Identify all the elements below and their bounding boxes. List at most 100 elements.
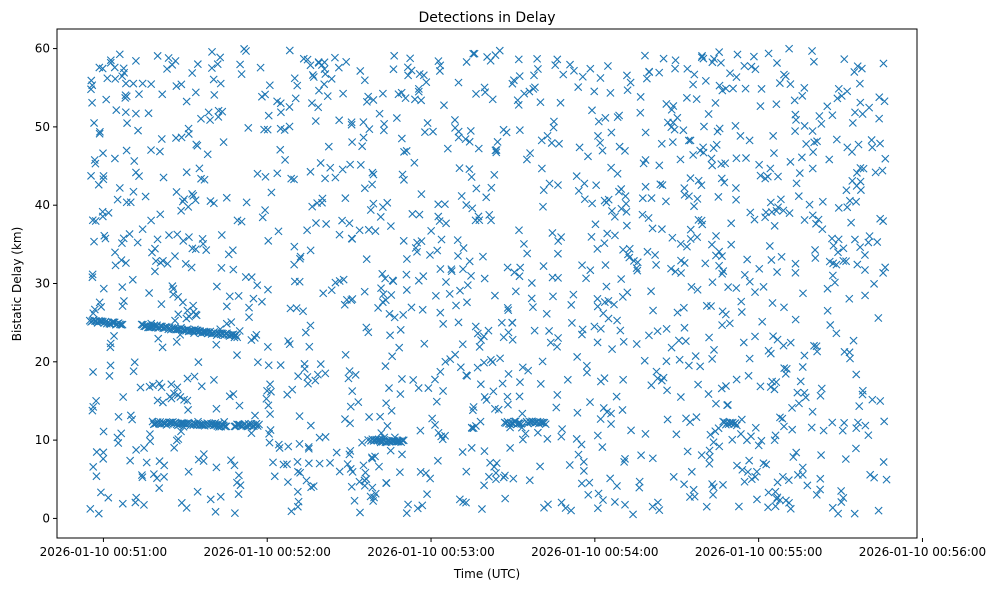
- data-point: [854, 140, 863, 149]
- data-point: [376, 212, 385, 221]
- data-point: [607, 128, 616, 137]
- data-point: [656, 180, 665, 189]
- data-point: [697, 216, 706, 225]
- data-point: [710, 345, 718, 354]
- data-point: [97, 302, 106, 311]
- data-point: [497, 318, 506, 327]
- data-point: [712, 140, 721, 149]
- data-point: [732, 421, 741, 430]
- data-point: [809, 57, 818, 66]
- data-point: [779, 422, 788, 431]
- data-point: [655, 506, 664, 515]
- data-point: [652, 260, 661, 269]
- data-point: [518, 363, 527, 372]
- data-point: [414, 276, 423, 285]
- data-point: [398, 436, 407, 445]
- data-point: [530, 326, 539, 335]
- data-point: [807, 423, 816, 432]
- data-point: [458, 448, 467, 457]
- data-point: [145, 382, 154, 391]
- data-point: [622, 71, 631, 80]
- data-point: [147, 248, 156, 257]
- data-point: [169, 290, 178, 299]
- data-point: [521, 429, 530, 438]
- data-point: [653, 498, 662, 507]
- data-point: [875, 114, 884, 123]
- data-point: [702, 301, 711, 310]
- data-point: [430, 375, 439, 384]
- data-point: [230, 461, 239, 470]
- data-point: [686, 234, 695, 243]
- data-point: [673, 308, 682, 317]
- data-point: [799, 289, 807, 298]
- data-point: [474, 212, 483, 221]
- data-point: [504, 306, 513, 315]
- data-point: [380, 119, 389, 128]
- data-point: [263, 125, 272, 134]
- data-point: [295, 412, 304, 421]
- data-point: [163, 259, 172, 268]
- data-point: [89, 402, 98, 411]
- data-point: [165, 231, 173, 240]
- data-point: [590, 322, 599, 331]
- data-point: [441, 431, 450, 440]
- data-point: [99, 149, 107, 158]
- data-point: [346, 402, 355, 411]
- data-point: [168, 282, 177, 291]
- data-point: [459, 244, 468, 253]
- data-point: [852, 370, 861, 379]
- data-point: [528, 303, 537, 312]
- data-point: [176, 330, 185, 339]
- data-point: [759, 459, 768, 468]
- data-point: [322, 219, 331, 228]
- data-point: [701, 259, 710, 268]
- data-point: [536, 98, 545, 107]
- points-layer: [85, 44, 891, 519]
- data-point: [212, 282, 221, 291]
- data-point: [798, 91, 807, 100]
- data-point: [397, 134, 406, 143]
- data-point: [825, 155, 834, 164]
- data-point: [311, 376, 320, 385]
- data-point: [461, 135, 470, 144]
- data-point: [348, 387, 357, 396]
- data-point: [379, 290, 388, 299]
- data-point: [90, 156, 99, 164]
- data-point: [808, 127, 817, 136]
- data-point: [374, 462, 383, 471]
- data-point: [153, 321, 162, 330]
- data-point: [92, 448, 101, 457]
- data-point: [537, 164, 546, 173]
- data-point: [332, 448, 341, 457]
- data-point: [386, 446, 395, 455]
- data-point: [454, 78, 463, 87]
- data-point: [515, 392, 524, 401]
- data-point: [755, 264, 764, 273]
- data-point: [197, 114, 205, 123]
- data-point: [87, 171, 96, 180]
- data-point: [843, 203, 852, 212]
- data-point: [253, 281, 262, 290]
- data-point: [533, 64, 542, 73]
- data-point: [105, 371, 114, 380]
- data-point: [140, 444, 149, 452]
- data-point: [683, 447, 692, 456]
- data-point: [121, 108, 130, 117]
- data-point: [90, 305, 99, 314]
- data-point: [732, 195, 741, 204]
- data-point: [693, 285, 702, 294]
- data-point: [307, 483, 316, 492]
- data-point: [314, 103, 323, 112]
- data-point: [672, 430, 681, 439]
- data-point: [692, 413, 701, 422]
- data-point: [676, 155, 685, 164]
- data-point: [773, 335, 782, 344]
- data-point: [126, 198, 135, 207]
- data-point: [766, 383, 775, 392]
- data-point: [726, 69, 734, 78]
- data-point: [369, 170, 378, 179]
- data-point: [368, 168, 377, 177]
- data-point: [473, 329, 482, 338]
- data-point: [371, 452, 380, 461]
- data-point: [694, 215, 703, 224]
